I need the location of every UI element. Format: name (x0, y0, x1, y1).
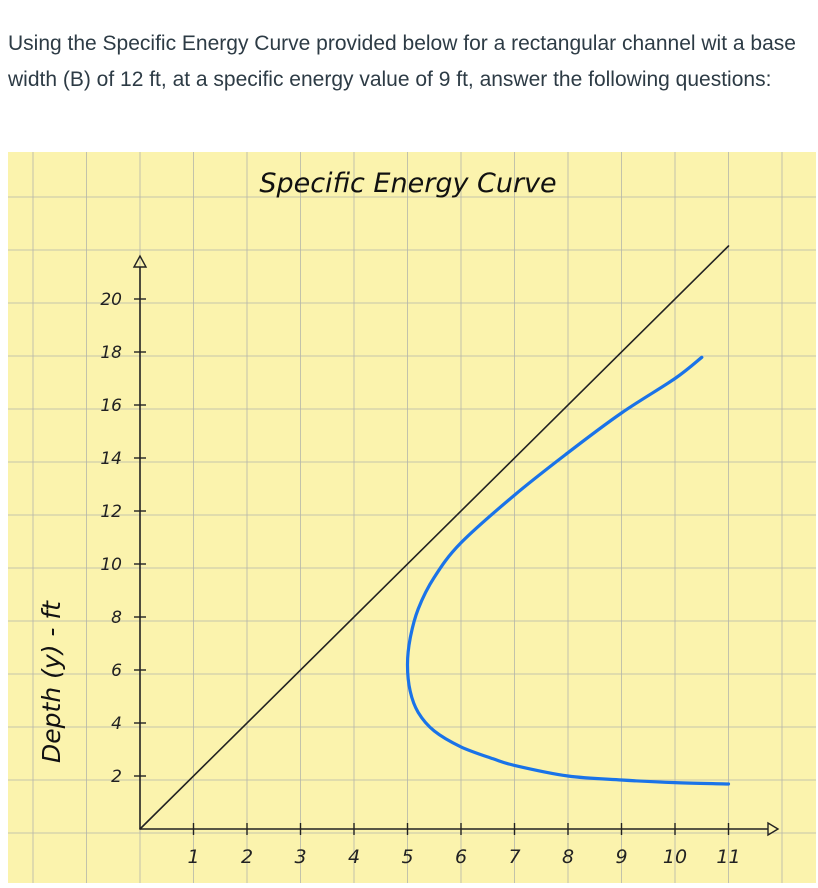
chart-series (139, 245, 731, 830)
x-tick-label: 5 (401, 846, 413, 868)
y-tick-label: 6 (111, 661, 122, 681)
x-tick-label: 8 (562, 846, 574, 868)
x-tick-label: 1 (187, 846, 199, 868)
specific-energy-chart: 1 2 3 4 5 6 7 8 9 10 11 2 4 6 8 10 12 14 16 18 20 Specific E… (8, 152, 816, 883)
y-tick-label: 16 (100, 396, 122, 416)
y-tick-label: 2 (111, 767, 122, 787)
series-line-specific-energy-curve (405, 355, 731, 786)
graph-paper-background (8, 152, 816, 883)
y-tick-label: 8 (111, 608, 122, 628)
x-tick-label: 3 (294, 846, 306, 868)
y-axis-label: Depth (y) - ft (37, 600, 66, 763)
x-tick-label: 10 (663, 846, 687, 868)
x-tick-label: 4 (348, 846, 360, 868)
x-tick-label: 2 (241, 846, 253, 868)
y-tick-label: 4 (111, 714, 122, 734)
y-axis-arrowhead (132, 254, 148, 268)
y-tick-label: 18 (100, 343, 122, 363)
chart-grid (8, 152, 816, 883)
x-tick-label: 6 (455, 846, 467, 868)
chart-title: Specific Energy Curve (259, 168, 556, 199)
chart-axes (132, 254, 780, 837)
question-text: Using the Specific Energy Curve provided… (8, 32, 796, 91)
y-tick-label: 10 (100, 555, 122, 575)
x-tick-label: 7 (508, 846, 520, 868)
x-tick-label: 11 (716, 846, 740, 868)
y-tick-label: 20 (100, 290, 122, 310)
x-axis-arrowhead (767, 821, 780, 837)
x-tick-label: 9 (615, 846, 627, 868)
series-line-diagonal (139, 245, 730, 830)
y-tick-label: 12 (100, 502, 122, 522)
y-tick-label: 14 (100, 449, 122, 469)
